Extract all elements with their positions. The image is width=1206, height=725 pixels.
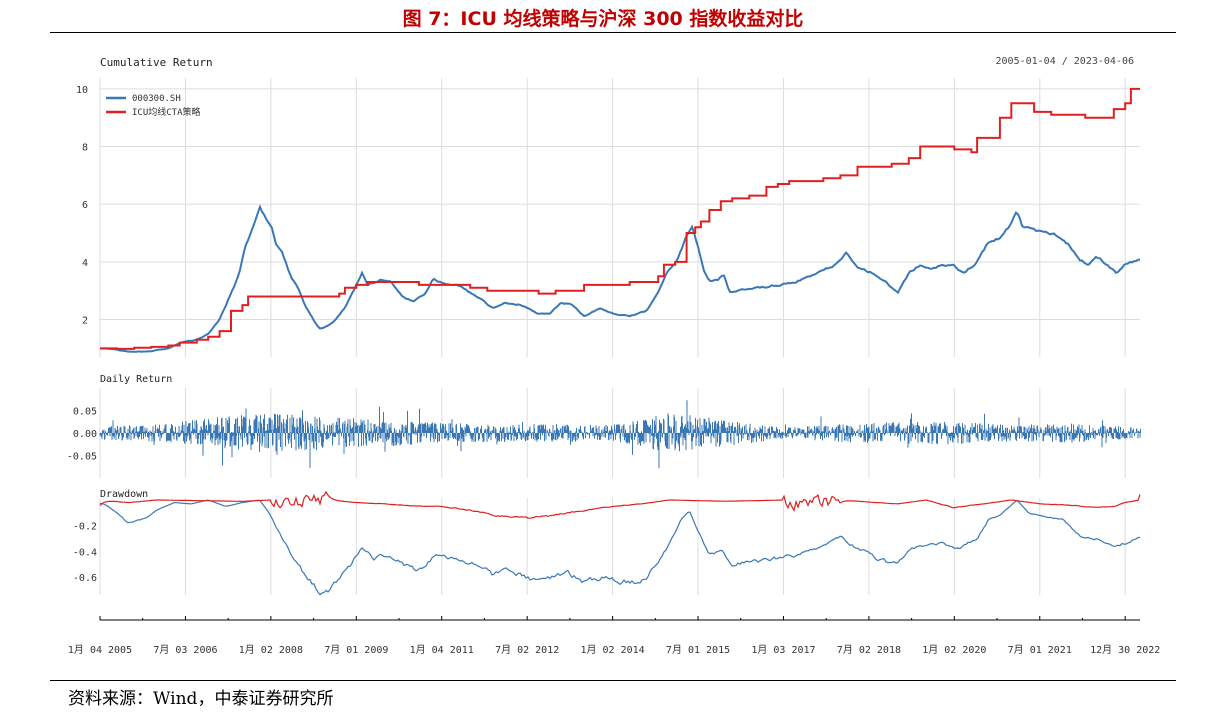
ytick-label-cum-2: 6 (82, 200, 88, 211)
xtick-label-8: 1月 03 2017 (751, 644, 815, 656)
xtick-label-1: 7月 03 2006 (153, 644, 217, 656)
ytick-label-dd-1: -0.4 (73, 547, 97, 558)
daily-return-panel: Daily Return 0.05 0.00 -0.05 (67, 374, 1141, 469)
legend-label-icu-cta: ICU均线CTA策略 (132, 106, 201, 118)
ytick-label-daily-1: 0.00 (73, 429, 97, 440)
grid-layer (99, 78, 1126, 595)
ytick-label-cum-1: 4 (82, 258, 88, 269)
ytick-label-cum-4: 10 (76, 85, 88, 96)
xtick-label-4: 1月 04 2011 (410, 644, 474, 656)
xtick-label-6: 1月 02 2014 (581, 644, 645, 656)
xtick-label-12: 12月 30 2022 (1090, 644, 1160, 656)
drawdown-line-icu-cta (99, 490, 1141, 519)
xtick-label-9: 7月 02 2018 (837, 644, 901, 656)
top-divider (50, 32, 1176, 33)
xtick-label-11: 7月 01 2021 (1008, 644, 1072, 656)
xtick-label-5: 7月 02 2012 (495, 644, 559, 656)
ytick-label-daily-0: 0.05 (73, 407, 97, 418)
figure-title: 图 7：ICU 均线策略与沪深 300 指数收益对比 (402, 8, 804, 30)
xtick-label-2: 1月 02 2008 (239, 644, 303, 656)
ytick-label-daily-2: -0.05 (67, 452, 97, 463)
ytick-label-cum-0: 2 (82, 316, 88, 327)
drawdown-panel: Drawdown -0.2 -0.4 -0.6 (73, 489, 1141, 596)
series-line-000300 (99, 204, 1141, 353)
drawdown-line-000300 (99, 499, 1141, 596)
date-range-label: 2005-01-04 / 2023-04-06 (996, 56, 1134, 67)
xtick-label-10: 1月 02 2020 (922, 644, 986, 656)
cumulative-return-panel: Cumulative Return 2005-01-04 / 2023-04-06… (76, 56, 1141, 353)
source-note: 资料来源：Wind，中泰证券研究所 (68, 689, 334, 709)
legend-label-000300: 000300.SH (132, 94, 181, 104)
bottom-divider (50, 680, 1176, 681)
daily-return-bars (99, 400, 1141, 469)
ytick-label-cum-3: 8 (82, 143, 88, 154)
drawdown-panel-title: Drawdown (100, 489, 148, 500)
ytick-label-dd-2: -0.6 (73, 573, 97, 584)
cumulative-panel-title: Cumulative Return (100, 56, 213, 69)
xtick-label-7: 7月 01 2015 (666, 644, 730, 656)
series-line-icu-cta (100, 87, 1140, 350)
daily-panel-title: Daily Return (100, 374, 172, 385)
legend: 000300.SH ICU均线CTA策略 (106, 94, 201, 118)
xtick-label-3: 7月 01 2009 (324, 644, 388, 656)
xtick-label-0: 1月 04 2005 (68, 644, 132, 656)
ytick-label-dd-0: -0.2 (73, 522, 97, 533)
x-axis: 1月 04 2005 7月 03 2006 1月 02 2008 7月 01 2009… (68, 616, 1160, 656)
